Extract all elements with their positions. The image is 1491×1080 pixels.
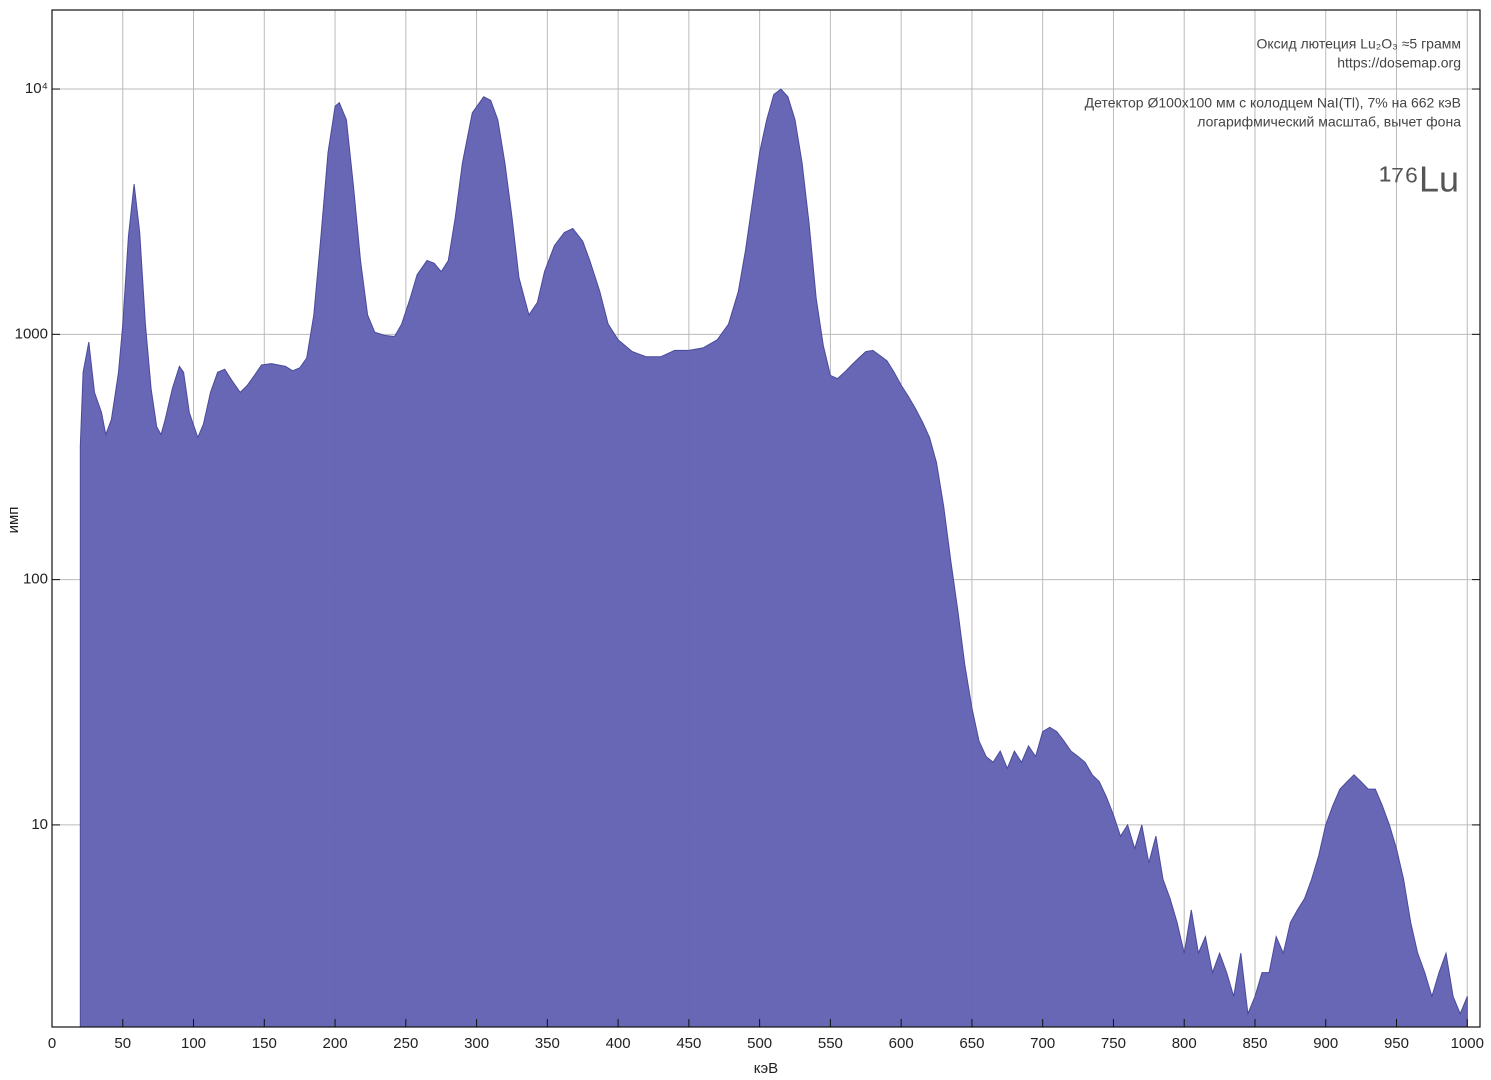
annotation: Оксид лютеция Lu₂O₃ ≈5 грамм bbox=[1256, 36, 1461, 52]
x-tick-label: 500 bbox=[747, 1035, 772, 1052]
x-tick-label: 550 bbox=[818, 1035, 843, 1052]
x-tick-label: 150 bbox=[252, 1035, 277, 1052]
isotope-label: ¹⁷⁶Lu bbox=[1379, 159, 1459, 200]
x-tick-label: 250 bbox=[393, 1035, 418, 1052]
y-axis-label: имп bbox=[5, 507, 22, 534]
x-tick-label: 50 bbox=[114, 1035, 131, 1052]
y-tick-label: 1000 bbox=[15, 325, 48, 342]
x-tick-label: 450 bbox=[676, 1035, 701, 1052]
x-tick-label: 800 bbox=[1172, 1035, 1197, 1052]
spectrum-area bbox=[79, 88, 1468, 1027]
x-tick-label: 100 bbox=[181, 1035, 206, 1052]
x-axis-label: кэВ bbox=[754, 1060, 778, 1077]
x-tick-label: 200 bbox=[323, 1035, 348, 1052]
x-tick-label: 850 bbox=[1242, 1035, 1267, 1052]
annotation: https://dosemap.org bbox=[1337, 55, 1461, 71]
x-tick-label: 700 bbox=[1030, 1035, 1055, 1052]
y-tick-label: 10 bbox=[31, 816, 48, 833]
x-tick-label: 750 bbox=[1101, 1035, 1126, 1052]
x-tick-label: 350 bbox=[535, 1035, 560, 1052]
annotation: Детектор Ø100x100 мм с колодцем NaI(Tl),… bbox=[1085, 95, 1461, 111]
x-tick-label: 1000 bbox=[1451, 1035, 1484, 1052]
y-tick-label: 100 bbox=[23, 571, 48, 588]
annotation: логарифмический масштаб, вычет фона bbox=[1197, 114, 1461, 130]
axes: 0 50 100 150 200 250 300 350 400 450 500 550 600 650 7… bbox=[15, 80, 1484, 1052]
y-tick-label: 10⁴ bbox=[25, 80, 48, 97]
x-tick-label: 950 bbox=[1384, 1035, 1409, 1052]
x-tick-label: 300 bbox=[464, 1035, 489, 1052]
x-tick-label: 650 bbox=[959, 1035, 984, 1052]
x-tick-label: 900 bbox=[1313, 1035, 1338, 1052]
plot-area bbox=[79, 88, 1468, 1027]
x-tick-label: 0 bbox=[48, 1035, 56, 1052]
plot-frame bbox=[51, 9, 1481, 1028]
x-tick-label: 400 bbox=[606, 1035, 631, 1052]
x-tick-label: 600 bbox=[889, 1035, 914, 1052]
